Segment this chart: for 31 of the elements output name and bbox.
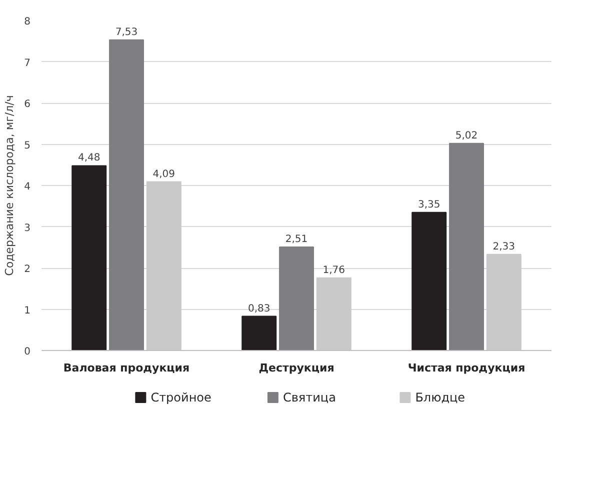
data-label: 5,02 (455, 130, 478, 142)
data-label: 1,76 (322, 264, 346, 276)
y-tick-label: 6 (24, 99, 31, 110)
data-label: 0,83 (248, 303, 270, 314)
data-label: 4,09 (152, 168, 176, 180)
bar (109, 39, 144, 350)
data-label: 7,53 (115, 26, 138, 38)
y-tick-label: 8 (24, 16, 31, 28)
y-tick-label: 2 (24, 264, 31, 275)
legend-label: Стройное (150, 390, 212, 404)
x-tick-label: Чистая продукция (408, 362, 526, 374)
y-tick-label: 7 (24, 58, 31, 69)
bar (412, 212, 447, 350)
y-axis-title: Содержание кислорода, мг/л/ч (3, 95, 16, 276)
legend-label: Святица (282, 390, 336, 404)
x-tick-label: Валовая продукция (63, 362, 190, 374)
bar (279, 246, 314, 350)
bar (242, 316, 277, 350)
y-tick-label: 3 (24, 222, 31, 234)
data-label: 3,35 (418, 199, 440, 210)
y-tick-label: 1 (24, 305, 31, 316)
data-label: 4,48 (78, 152, 100, 164)
y-tick-label: 4 (24, 182, 31, 192)
x-tick-label: Деструкция (258, 362, 334, 374)
bar (72, 165, 107, 350)
bar (449, 142, 484, 350)
legend-label: Блюдце (415, 390, 466, 404)
y-tick-label: 5 (24, 140, 31, 152)
y-tick-label: 0 (24, 346, 31, 358)
data-label: 2,33 (492, 241, 516, 252)
data-label: 2,51 (285, 234, 308, 245)
